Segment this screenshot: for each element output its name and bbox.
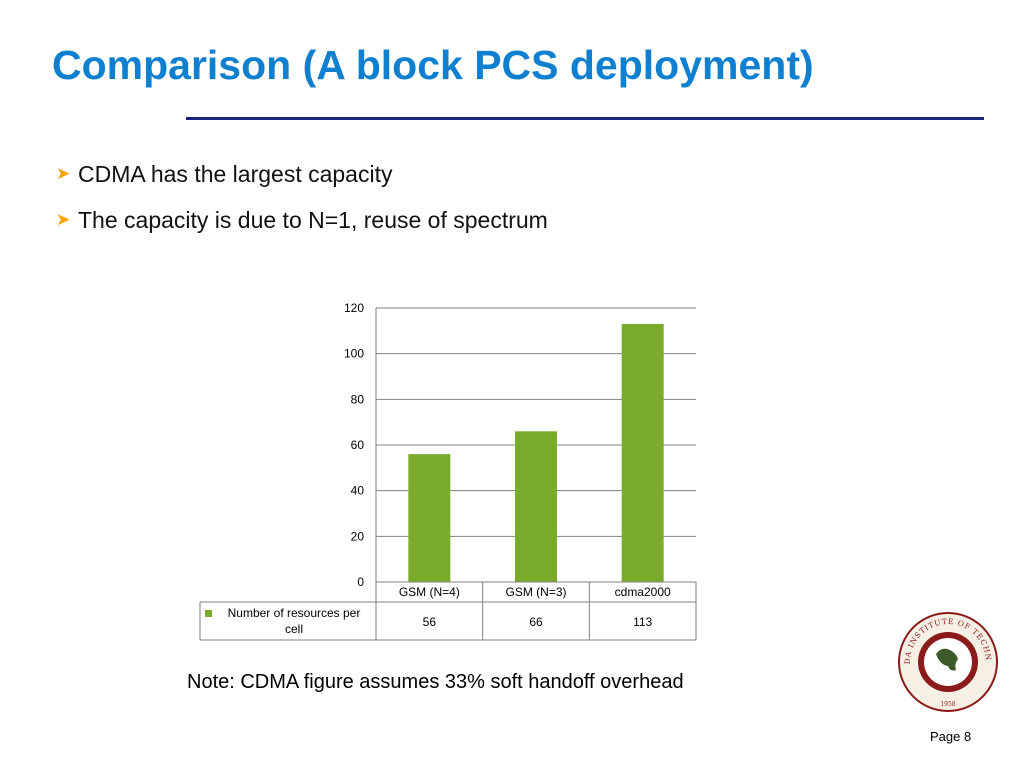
legend-label: Number of resources per cell [228,606,361,636]
x-category-label: GSM (N=4) [399,585,460,599]
title-underline [186,117,984,120]
y-tick-label: 20 [351,529,365,543]
institute-seal-logo: FLORIDA INSTITUTE OF TECHNOLOGY 1958 [896,610,998,712]
y-tick-label: 100 [344,347,364,361]
x-category-label: cdma2000 [615,585,671,599]
arrow-bullet-icon: ➤ [56,210,71,229]
y-tick-label: 80 [351,392,365,406]
data-label: 66 [529,615,543,629]
y-tick-label: 0 [357,575,364,589]
bullet-item: ➤ CDMA has the largest capacity [56,158,548,190]
bar [408,454,451,582]
y-tick-label: 120 [344,301,364,315]
bullet-list: ➤ CDMA has the largest capacity ➤ The ca… [56,158,548,250]
slide-title: Comparison (A block PCS deployment) [52,42,814,88]
bullet-text: The capacity is due to N=1, reuse of spe… [78,206,548,233]
bar [515,431,557,582]
bullet-item: ➤ The capacity is due to N=1, reuse of s… [56,204,548,236]
arrow-bullet-icon: ➤ [56,164,71,183]
data-label: 56 [423,615,437,629]
bullet-text: CDMA has the largest capacity [78,160,393,187]
page-number: Page 8 [930,729,972,744]
x-category-label: GSM (N=3) [505,585,566,599]
footnote: Note: CDMA figure assumes 33% soft hando… [187,671,684,693]
y-tick-label: 60 [351,438,365,452]
bar [621,323,664,582]
svg-text:1958: 1958 [940,701,955,708]
y-tick-label: 40 [351,484,365,498]
legend-swatch [205,610,212,617]
data-label: 113 [633,615,652,629]
